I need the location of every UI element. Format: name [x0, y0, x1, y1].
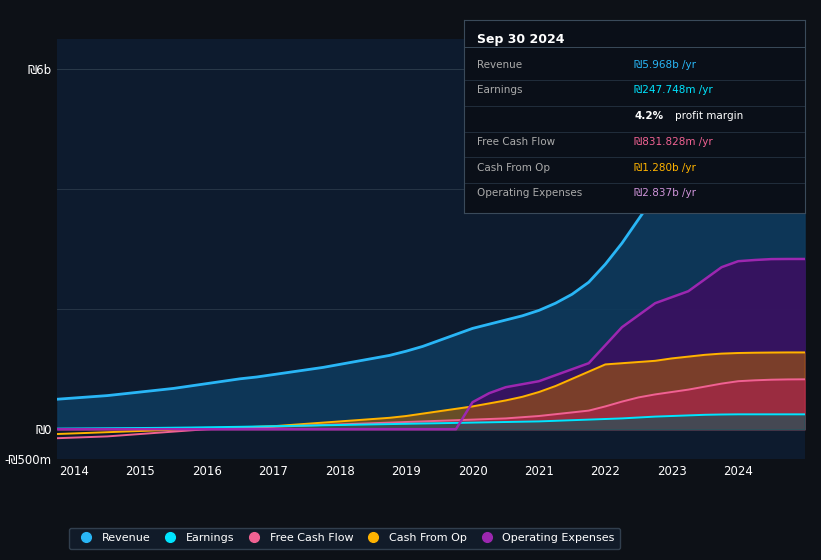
Text: Earnings: Earnings — [478, 86, 523, 95]
Text: ₪1.280b /yr: ₪1.280b /yr — [635, 163, 696, 172]
Text: profit margin: profit margin — [675, 111, 743, 121]
Text: Cash From Op: Cash From Op — [478, 163, 551, 172]
Text: Operating Expenses: Operating Expenses — [478, 189, 583, 198]
Text: 4.2%: 4.2% — [635, 111, 663, 121]
Text: ₪831.828m /yr: ₪831.828m /yr — [635, 137, 713, 147]
Text: ₪2.837b /yr: ₪2.837b /yr — [635, 189, 696, 198]
Text: Revenue: Revenue — [478, 60, 523, 69]
Text: Free Cash Flow: Free Cash Flow — [478, 137, 556, 147]
Text: ₪247.748m /yr: ₪247.748m /yr — [635, 86, 713, 95]
Text: ₪5.968b /yr: ₪5.968b /yr — [635, 60, 696, 69]
Legend: Revenue, Earnings, Free Cash Flow, Cash From Op, Operating Expenses: Revenue, Earnings, Free Cash Flow, Cash … — [69, 528, 621, 549]
Text: Sep 30 2024: Sep 30 2024 — [478, 33, 565, 46]
